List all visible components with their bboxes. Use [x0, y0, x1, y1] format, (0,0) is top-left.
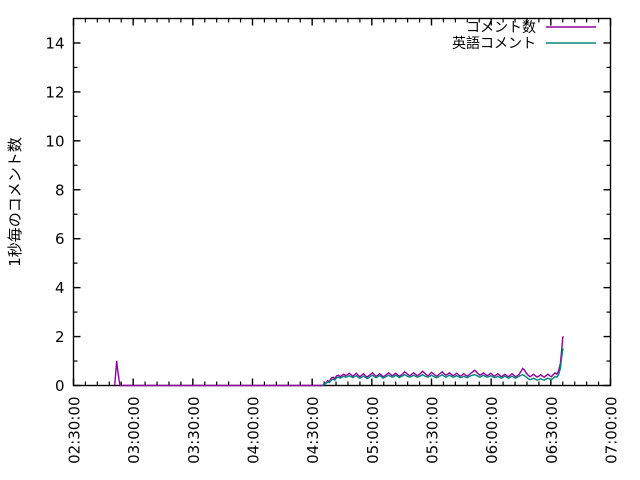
x-tick-label: 02:30:00: [66, 397, 84, 464]
x-tick-label: 05:00:00: [364, 397, 382, 464]
y-axis-label-text: 1秒毎のコメント数: [6, 137, 24, 267]
x-tick-label: 06:00:00: [483, 397, 501, 464]
data-series-group: [113, 335, 565, 387]
y-tick-label: 6: [55, 230, 65, 248]
x-tick-label: 03:30:00: [185, 397, 203, 464]
y-tick-label: 0: [55, 377, 65, 395]
series-line-english-comment: [321, 348, 565, 387]
y-axis-ticks: [73, 42, 611, 387]
series-line-comment-count: [113, 335, 565, 387]
y-tick-label: 2: [55, 328, 65, 346]
x-axis-tick-labels: 02:30:00 03:00:00 03:30:00 04:00:00 04:30:00…: [66, 397, 621, 464]
plot-frame: [72, 17, 612, 387]
x-tick-label: 04:30:00: [304, 397, 322, 464]
y-tick-label: 8: [55, 181, 65, 199]
y-tick-label: 14: [45, 34, 64, 52]
y-tick-label: 12: [45, 83, 64, 101]
y-axis-label: 1秒毎のコメント数: [6, 137, 24, 267]
x-tick-label: 04:00:00: [245, 397, 263, 464]
x-tick-label: 07:00:00: [603, 397, 621, 464]
y-tick-label: 10: [45, 132, 64, 150]
x-tick-label: 05:30:00: [424, 397, 442, 464]
x-tick-label: 06:30:00: [543, 397, 561, 464]
y-tick-label: 4: [55, 279, 65, 297]
legend-label: 英語コメント: [452, 35, 536, 52]
x-tick-label: 03:00:00: [125, 397, 143, 464]
legend-label: コメント数: [466, 20, 536, 36]
y-axis-tick-labels: 0 2 4 6 8 10 12 14: [45, 34, 64, 395]
x-axis-ticks: [72, 18, 612, 386]
